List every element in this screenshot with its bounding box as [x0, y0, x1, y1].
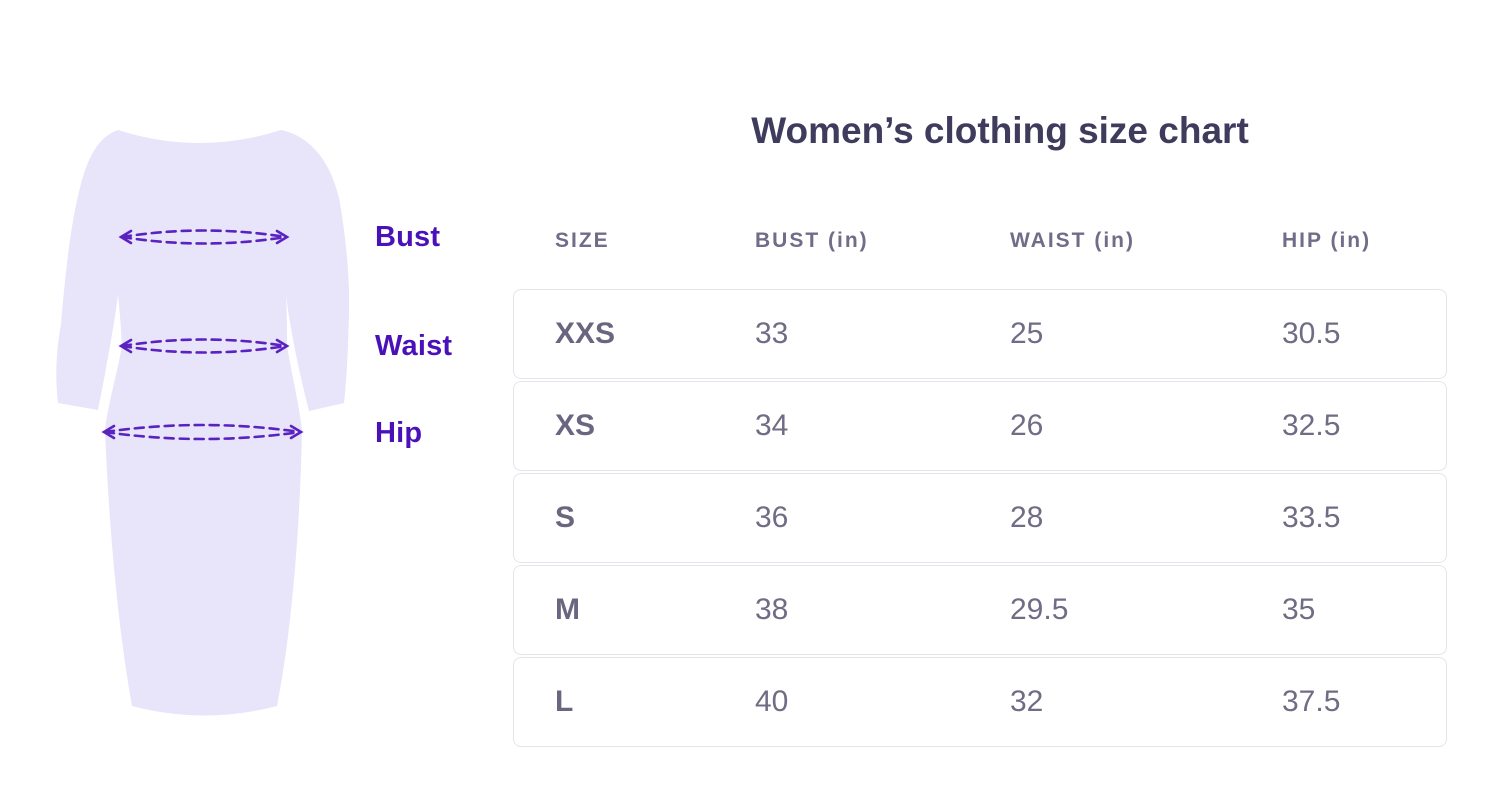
- header-bust: BUST (in): [755, 229, 869, 252]
- table-header-row: SIZE BUST (in) WAIST (in) HIP (in): [513, 224, 1447, 258]
- waist-cell: 28: [1010, 501, 1044, 534]
- table-row: S 36 28 33.5: [513, 473, 1447, 563]
- dress-illustration: [56, 130, 350, 716]
- hip-cell: 30.5: [1282, 317, 1341, 350]
- bust-cell: 34: [755, 409, 789, 442]
- header-waist: WAIST (in): [1010, 229, 1135, 252]
- bust-cell: 33: [755, 317, 789, 350]
- table-row: M 38 29.5 35: [513, 565, 1447, 655]
- hip-cell: 35: [1282, 593, 1316, 626]
- size-table: SIZE BUST (in) WAIST (in) HIP (in) XXS 3…: [513, 224, 1447, 749]
- size-cell: XS: [555, 409, 596, 442]
- waist-label: Waist: [375, 330, 453, 362]
- size-cell: S: [555, 501, 576, 534]
- waist-arrow-right-icon: [275, 338, 290, 354]
- bust-arrow-right-icon: [275, 229, 290, 245]
- waist-cell: 26: [1010, 409, 1044, 442]
- waist-cell: 25: [1010, 317, 1044, 350]
- bust-cell: 36: [755, 501, 789, 534]
- bust-cell: 40: [755, 685, 789, 718]
- waist-cell: 29.5: [1010, 593, 1069, 626]
- bust-arrow-left-icon: [118, 229, 133, 245]
- waist-cell: 32: [1010, 685, 1044, 718]
- table-row: L 40 32 37.5: [513, 657, 1447, 747]
- header-hip: HIP (in): [1282, 229, 1372, 252]
- page-title: Women’s clothing size chart: [751, 110, 1249, 151]
- table-row: XS 34 26 32.5: [513, 381, 1447, 471]
- hip-cell: 32.5: [1282, 409, 1341, 442]
- bust-measurement-line: [120, 229, 288, 245]
- hip-label: Hip: [375, 417, 423, 449]
- hip-cell: 37.5: [1282, 685, 1341, 718]
- size-cell: L: [555, 685, 574, 718]
- size-cell: M: [555, 593, 580, 626]
- table-row: XXS 33 25 30.5: [513, 289, 1447, 379]
- size-cell: XXS: [555, 317, 616, 350]
- hip-arrow-right-icon: [289, 424, 304, 440]
- hip-cell: 33.5: [1282, 501, 1341, 534]
- bust-label: Bust: [375, 221, 441, 253]
- header-size: SIZE: [555, 229, 610, 252]
- waist-arrow-left-icon: [118, 338, 133, 354]
- dress-silhouette: [56, 130, 350, 716]
- hip-arrow-left-icon: [101, 424, 116, 440]
- bust-cell: 38: [755, 593, 789, 626]
- waist-measurement-line: [120, 338, 288, 354]
- hip-measurement-line: [103, 423, 302, 441]
